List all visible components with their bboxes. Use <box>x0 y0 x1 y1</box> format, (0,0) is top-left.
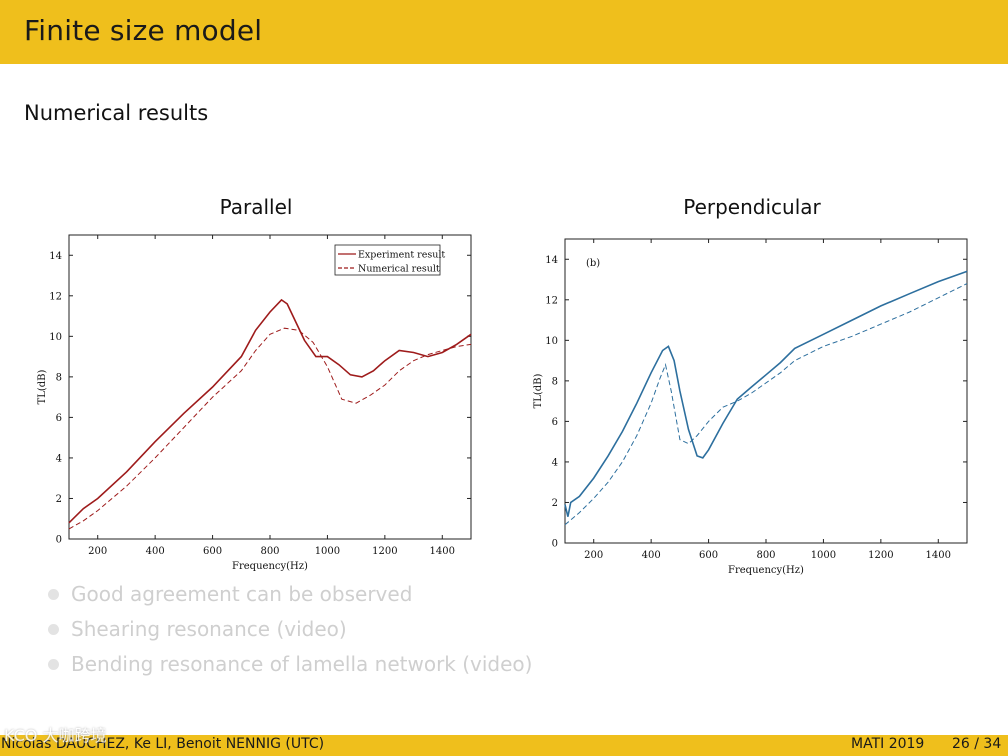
perpendicular-chart: 200 400 600 800 1000 1200 1400 0 2 4 6 8 10 12 14 Frequ… <box>533 238 968 576</box>
footer-page-number: 26 / 34 <box>952 736 1002 752</box>
x-axis-label: Frequency(Hz) <box>232 561 308 572</box>
y-tick-label: 4 <box>56 453 62 464</box>
x-tick-label: 1400 <box>926 550 951 561</box>
y-tick-label: 8 <box>552 376 558 387</box>
y-tick-label: 6 <box>552 417 558 428</box>
numerical-result-line <box>564 283 968 526</box>
y-tick-label: 0 <box>552 539 558 550</box>
x-tick-label: 400 <box>642 550 661 561</box>
x-axis-label: Frequency(Hz) <box>728 565 804 576</box>
bullet-item: Bending resonance of lamella network (vi… <box>48 648 532 683</box>
y-tick-label: 10 <box>545 336 558 347</box>
bullet-item: Shearing resonance (video) <box>48 613 532 648</box>
x-tick-label: 200 <box>584 550 603 561</box>
bullet-text: Bending resonance of lamella network (vi… <box>71 652 533 676</box>
y-axis-label: TL(dB) <box>37 369 48 404</box>
x-tick-label: 1000 <box>811 550 836 561</box>
parallel-chart-title: Parallel <box>219 195 293 219</box>
y-tick-label: 0 <box>56 535 62 546</box>
y-tick-label: 12 <box>49 291 62 302</box>
perpendicular-chart-title: Perpendicular <box>683 195 821 219</box>
y-tick-label: 10 <box>49 332 62 343</box>
section-heading: Numerical results <box>24 101 209 125</box>
x-tick-label: 800 <box>756 550 775 561</box>
footer-bar: Nicolas DAUCHEZ, Ke LI, Benoit NENNIG (U… <box>0 735 1008 756</box>
bullet-item: Good agreement can be observed <box>48 578 532 613</box>
experiment-result-line <box>564 270 968 517</box>
legend-label: Experiment result <box>358 250 445 261</box>
y-tick-label: 14 <box>49 251 62 262</box>
legend-box <box>334 244 441 276</box>
y-tick-label: 6 <box>56 413 62 424</box>
y-tick-label: 2 <box>552 498 558 509</box>
parallel-chart: 200 400 600 800 1000 1200 1400 0 2 4 6 8 10 12 14 Frequ… <box>37 234 472 572</box>
x-tick-label: 400 <box>146 546 165 557</box>
experiment-result-line <box>68 298 472 524</box>
y-tick-label: 4 <box>552 457 558 468</box>
bullet-list: Good agreement can be observed Shearing … <box>48 578 532 683</box>
bullet-dot-icon <box>48 624 59 635</box>
x-tick-label: 1400 <box>430 546 455 557</box>
x-tick-label: 1200 <box>868 550 893 561</box>
slide-title: Finite size model <box>24 14 263 47</box>
plot-frame <box>564 238 968 544</box>
y-tick-label: 2 <box>56 494 62 505</box>
numerical-result-line <box>68 327 472 530</box>
title-bar: Finite size model <box>0 0 1008 64</box>
y-tick-label: 14 <box>545 255 558 266</box>
bullet-dot-icon <box>48 589 59 600</box>
bullet-text: Shearing resonance (video) <box>71 617 347 641</box>
legend-label: Numerical result <box>358 264 440 275</box>
x-tick-label: 800 <box>260 546 279 557</box>
x-tick-label: 600 <box>699 550 718 561</box>
bullet-dot-icon <box>48 659 59 670</box>
x-tick-label: 200 <box>88 546 107 557</box>
panel-label: (b) <box>586 258 600 269</box>
y-tick-label: 12 <box>545 295 558 306</box>
watermark: KCO 大咖跨境 <box>4 726 107 745</box>
footer-conference: MATI 2019 <box>851 736 925 752</box>
footer-authors: Nicolas DAUCHEZ, Ke LI, Benoit NENNIG (U… <box>1 736 325 752</box>
plot-frame <box>68 234 472 540</box>
bullet-text: Good agreement can be observed <box>71 582 413 606</box>
x-tick-label: 600 <box>203 546 222 557</box>
x-tick-label: 1000 <box>315 546 340 557</box>
y-tick-label: 8 <box>56 372 62 383</box>
y-axis-label: TL(dB) <box>533 373 544 408</box>
x-tick-label: 1200 <box>372 546 397 557</box>
